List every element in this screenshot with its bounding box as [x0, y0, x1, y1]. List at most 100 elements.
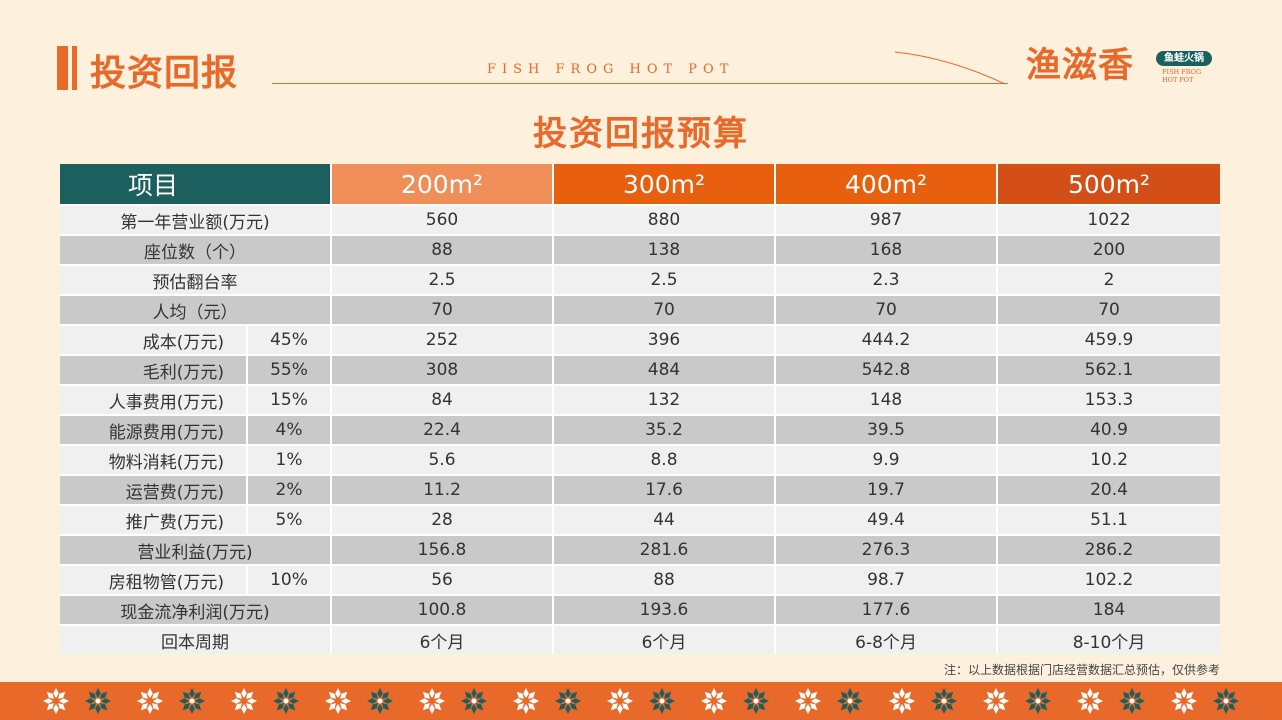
cell-400: 9.9 [776, 444, 999, 474]
table-row: 能源费用(万元) 4% 22.4 35.2 39.5 40.9 [60, 414, 1221, 444]
cell-500: 51.1 [998, 504, 1221, 534]
footer-flake-icon [743, 688, 769, 714]
footer-flake-icon [43, 688, 69, 714]
table-row: 现金流净利润(万元) 100.8 193.6 177.6 184 [60, 594, 1221, 624]
footer-flake-icon [85, 688, 111, 714]
row-percent: 45% [248, 324, 333, 354]
footer-flake-icon [889, 688, 915, 714]
cell-300: 6个月 [554, 624, 777, 654]
footer-flake-icon [1119, 688, 1145, 714]
english-subtitle: FISH FROG HOT POT [487, 62, 735, 77]
cell-200: 88 [332, 234, 555, 264]
cell-500: 459.9 [998, 324, 1221, 354]
cell-500: 20.4 [998, 474, 1221, 504]
cell-200: 2.5 [332, 264, 555, 294]
footer-flake-icon [325, 688, 351, 714]
cell-300: 880 [554, 204, 777, 234]
cell-200: 11.2 [332, 474, 555, 504]
footer-flake-icon [1171, 688, 1197, 714]
cell-300: 88 [554, 564, 777, 594]
row-label: 房租物管(万元) [60, 564, 248, 594]
footer-flake-icon [461, 688, 487, 714]
cell-400: 19.7 [776, 474, 999, 504]
cell-400: 542.8 [776, 354, 999, 384]
footer-flake-icon [607, 688, 633, 714]
cell-300: 2.5 [554, 264, 777, 294]
row-percent: 55% [248, 354, 333, 384]
table-row: 成本(万元) 45% 252 396 444.2 459.9 [60, 324, 1221, 354]
row-label: 座位数（个） [60, 234, 333, 264]
brand-badge: 鱼蛙火锅 [1156, 51, 1212, 66]
table-row: 运营费(万元) 2% 11.2 17.6 19.7 20.4 [60, 474, 1221, 504]
row-label: 人事费用(万元) [60, 384, 248, 414]
cell-500: 40.9 [998, 414, 1221, 444]
footer-flake-icon [931, 688, 957, 714]
footer-flake-icon [273, 688, 299, 714]
cell-400: 168 [776, 234, 999, 264]
table-row: 房租物管(万元) 10% 56 88 98.7 102.2 [60, 564, 1221, 594]
cell-200: 560 [332, 204, 555, 234]
footer-decoration [0, 682, 1282, 720]
cell-400: 148 [776, 384, 999, 414]
row-label: 能源费用(万元) [60, 414, 248, 444]
page-title: 投资回报 [90, 53, 239, 94]
row-label: 营业利益(万元) [60, 534, 333, 564]
cell-200: 56 [332, 564, 555, 594]
cell-500: 8-10个月 [998, 624, 1221, 654]
table-row: 毛利(万元) 55% 308 484 542.8 562.1 [60, 354, 1221, 384]
cell-500: 2 [998, 264, 1221, 294]
header-divider [272, 83, 1008, 84]
row-percent: 15% [248, 384, 333, 414]
footer-flake-icon [1213, 688, 1239, 714]
cell-400: 177.6 [776, 594, 999, 624]
cell-500: 70 [998, 294, 1221, 324]
footer-pattern [43, 688, 1239, 714]
footer-flake-icon [419, 688, 445, 714]
table-row: 回本周期 6个月 6个月 6-8个月 8-10个月 [60, 624, 1221, 654]
header-curve-decoration [894, 51, 1006, 85]
row-label: 推广费(万元) [60, 504, 248, 534]
cell-500: 102.2 [998, 564, 1221, 594]
footer-flake-icon [1025, 688, 1051, 714]
table-row: 人均（元） 70 70 70 70 [60, 294, 1221, 324]
footer-flake-icon [1077, 688, 1103, 714]
cell-500: 153.3 [998, 384, 1221, 414]
footer-flake-icon [367, 688, 393, 714]
row-percent: 10% [248, 564, 333, 594]
row-label: 运营费(万元) [60, 474, 248, 504]
cell-300: 70 [554, 294, 777, 324]
row-percent: 4% [248, 414, 333, 444]
footer-flake-icon [795, 688, 821, 714]
cell-400: 98.7 [776, 564, 999, 594]
cell-300: 44 [554, 504, 777, 534]
cell-200: 156.8 [332, 534, 555, 564]
footer-flake-icon [649, 688, 675, 714]
table-title: 投资回报预算 [533, 114, 749, 154]
cell-200: 84 [332, 384, 555, 414]
cell-300: 35.2 [554, 414, 777, 444]
table-body: 第一年营业额(万元) 560 880 987 1022 座位数（个） 88 138 168 200… [60, 204, 1221, 654]
investment-return-table: 项目 200m² 300m² 400m² 500m² 第一年营业额(万元) 560… [60, 164, 1221, 654]
title-accent-bar [57, 46, 79, 90]
cell-200: 100.8 [332, 594, 555, 624]
cell-200: 252 [332, 324, 555, 354]
brand-english: FISH FROG HOT POT [1162, 68, 1222, 84]
cell-200: 5.6 [332, 444, 555, 474]
header-500: 500m² [998, 164, 1221, 204]
table-row: 座位数（个） 88 138 168 200 [60, 234, 1221, 264]
cell-300: 396 [554, 324, 777, 354]
table-row: 预估翻台率 2.5 2.5 2.3 2 [60, 264, 1221, 294]
cell-400: 2.3 [776, 264, 999, 294]
cell-200: 22.4 [332, 414, 555, 444]
footer-flake-icon [513, 688, 539, 714]
brand-logo: 渔滋香 鱼蛙火锅 FISH FROG HOT POT [1026, 46, 1212, 86]
cell-500: 286.2 [998, 534, 1221, 564]
table-row: 人事费用(万元) 15% 84 132 148 153.3 [60, 384, 1221, 414]
cell-200: 308 [332, 354, 555, 384]
footer-flake-icon [983, 688, 1009, 714]
cell-500: 562.1 [998, 354, 1221, 384]
row-percent: 1% [248, 444, 333, 474]
cell-500: 200 [998, 234, 1221, 264]
brand-name: 渔滋香 [1026, 46, 1135, 86]
cell-200: 6个月 [332, 624, 555, 654]
